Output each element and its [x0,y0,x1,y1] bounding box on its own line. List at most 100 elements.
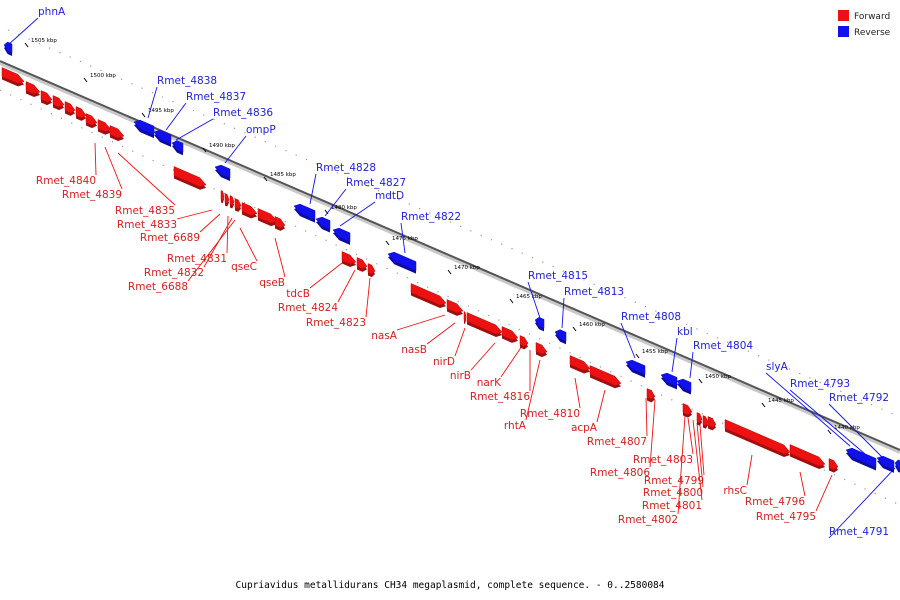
forward-gene-arrow[interactable] [234,198,242,210]
forward-gene-arrow[interactable] [724,419,791,455]
gene-label-rmet-4831[interactable]: Rmet_4831 [167,253,227,265]
gene-label-tdcb[interactable]: tdcB [286,288,310,300]
gene-label-rmet-4801[interactable]: Rmet_4801 [642,500,702,512]
gene-label-phna[interactable]: phnA [38,6,66,18]
gene-label-qseb[interactable]: qseB [259,277,285,289]
forward-gene-arrow[interactable] [25,81,41,95]
forward-gene-arrow[interactable] [241,202,258,216]
gene-label-rmet-4837[interactable]: Rmet_4837 [186,91,246,103]
forward-gene-arrow[interactable] [828,458,839,470]
gene-label-rmet-4810[interactable]: Rmet_4810 [520,408,580,420]
forward-gene-arrow[interactable] [410,283,447,306]
forward-gene-arrow[interactable] [367,263,376,275]
reverse-gene-arrow[interactable] [214,164,231,179]
gene-label-nark[interactable]: narK [477,377,502,389]
gene-label-ompp[interactable]: ompP [246,124,276,136]
reverse-gene-arrow[interactable] [293,203,316,220]
gene-label-rmet-6689[interactable]: Rmet_6689 [140,232,200,244]
gene-label-rmet-4815[interactable]: Rmet_4815 [528,270,588,282]
reverse-gene-arrow[interactable] [387,251,417,271]
gene-label-rmet-4796[interactable]: Rmet_4796 [745,496,805,508]
gene-label-kbl[interactable]: kbl [677,326,693,338]
gene-label-rmet-4823[interactable]: Rmet_4823 [306,317,366,329]
gene-label-rmet-4791[interactable]: Rmet_4791 [829,526,889,538]
gene-label-rmet-4807[interactable]: Rmet_4807 [587,436,647,448]
forward-gene-arrow[interactable] [589,365,622,386]
gene-label-rmet-4833[interactable]: Rmet_4833 [117,219,177,231]
gene-label-mdtd[interactable]: mdtD [375,190,404,202]
reverse-gene-arrow[interactable] [676,378,692,392]
gene-label-rhsc[interactable]: rhsC [723,485,747,497]
gene-label-rmet-4835[interactable]: Rmet_4835 [115,205,175,217]
forward-gene-arrow[interactable] [569,355,591,371]
gene-label-rmet-4840[interactable]: Rmet_4840 [36,175,96,187]
forward-gene-arrow[interactable] [75,106,87,119]
reverse-gene-arrow[interactable] [3,41,13,54]
forward-gene-arrow[interactable] [535,342,548,355]
reverse-gene-arrow[interactable] [845,447,877,468]
forward-gene-arrow[interactable] [646,388,656,400]
reverse-gene-arrow[interactable] [534,316,545,329]
gene-label-rmet-4793[interactable]: Rmet_4793 [790,378,850,390]
forward-gene-arrow[interactable] [173,166,207,188]
gene-label-rmet-4827[interactable]: Rmet_4827 [346,177,406,189]
gene-label-rmet-4795[interactable]: Rmet_4795 [756,511,816,523]
forward-gene-arrow[interactable] [446,299,464,314]
forward-gene-arrow[interactable] [463,311,467,322]
forward-gene-arrow[interactable] [341,251,357,265]
reverse-gene-arrow[interactable] [625,359,646,376]
gene-label-nirb[interactable]: nirB [450,370,471,382]
gene-label-rmet-4836[interactable]: Rmet_4836 [213,107,273,119]
forward-gene-arrow[interactable] [696,412,703,424]
gene-label-rmet-4828[interactable]: Rmet_4828 [316,162,376,174]
reverse-gene-arrow[interactable] [660,372,678,387]
reverse-gene-arrow[interactable] [554,329,567,342]
reverse-gene-arrow[interactable] [171,140,184,153]
forward-gene-arrow[interactable] [52,95,65,108]
forward-gene-arrow[interactable] [257,208,278,224]
forward-gene-arrow[interactable] [1,67,25,84]
gene-label-nasb[interactable]: nasB [401,344,427,356]
gene-label-rmet-4839[interactable]: Rmet_4839 [62,189,122,201]
reverse-gene-arrow[interactable] [153,129,172,145]
gene-label-rmet-4799[interactable]: Rmet_4799 [644,475,704,487]
forward-gene-arrow[interactable] [789,444,826,467]
gene-label-rmet-4822[interactable]: Rmet_4822 [401,211,461,223]
gene-label-rmet-4816[interactable]: Rmet_4816 [470,391,530,403]
gene-label-rmet-4802[interactable]: Rmet_4802 [618,514,678,526]
gene-label-rmet-4808[interactable]: Rmet_4808 [621,311,681,323]
forward-gene-arrow[interactable] [274,216,286,229]
forward-gene-arrow[interactable] [707,416,717,428]
gene-label-rmet-4792[interactable]: Rmet_4792 [829,392,889,404]
forward-gene-arrow[interactable] [85,113,98,126]
gene-label-rhta[interactable]: rhtA [504,420,527,432]
forward-gene-arrow[interactable] [40,90,53,103]
forward-gene-arrow[interactable] [224,193,230,204]
forward-gene-arrow[interactable] [466,312,503,335]
forward-gene-arrow[interactable] [682,403,693,415]
forward-gene-arrow[interactable] [64,101,76,114]
gene-label-rmet-4832[interactable]: Rmet_4832 [144,267,204,279]
reverse-gene-arrow[interactable] [133,119,155,136]
forward-gene-arrow[interactable] [220,190,225,201]
reverse-gene-arrow[interactable] [332,227,351,243]
gene-label-acpa[interactable]: acpA [571,422,598,434]
forward-gene-arrow[interactable] [356,257,368,270]
gene-label-rmet-4803[interactable]: Rmet_4803 [633,454,693,466]
gene-label-rmet-4824[interactable]: Rmet_4824 [278,302,338,314]
gene-label-rmet-4804[interactable]: Rmet_4804 [693,340,753,352]
gene-label-rmet-4838[interactable]: Rmet_4838 [157,75,217,87]
gene-label-rmet-4813[interactable]: Rmet_4813 [564,286,624,298]
forward-gene-arrow[interactable] [519,335,529,347]
reverse-gene-arrow[interactable] [876,455,895,471]
forward-gene-arrow[interactable] [501,326,519,341]
forward-gene-arrow[interactable] [229,195,235,206]
gene-label-qsec[interactable]: qseC [231,261,257,273]
reverse-gene-arrow[interactable] [315,216,331,230]
forward-gene-arrow[interactable] [702,415,709,427]
gene-label-rmet-4806[interactable]: Rmet_4806 [590,467,650,479]
gene-label-nird[interactable]: nirD [433,356,455,368]
forward-gene-arrow[interactable] [97,119,112,132]
forward-gene-arrow[interactable] [109,125,125,139]
gene-label-nasa[interactable]: nasA [371,330,398,342]
